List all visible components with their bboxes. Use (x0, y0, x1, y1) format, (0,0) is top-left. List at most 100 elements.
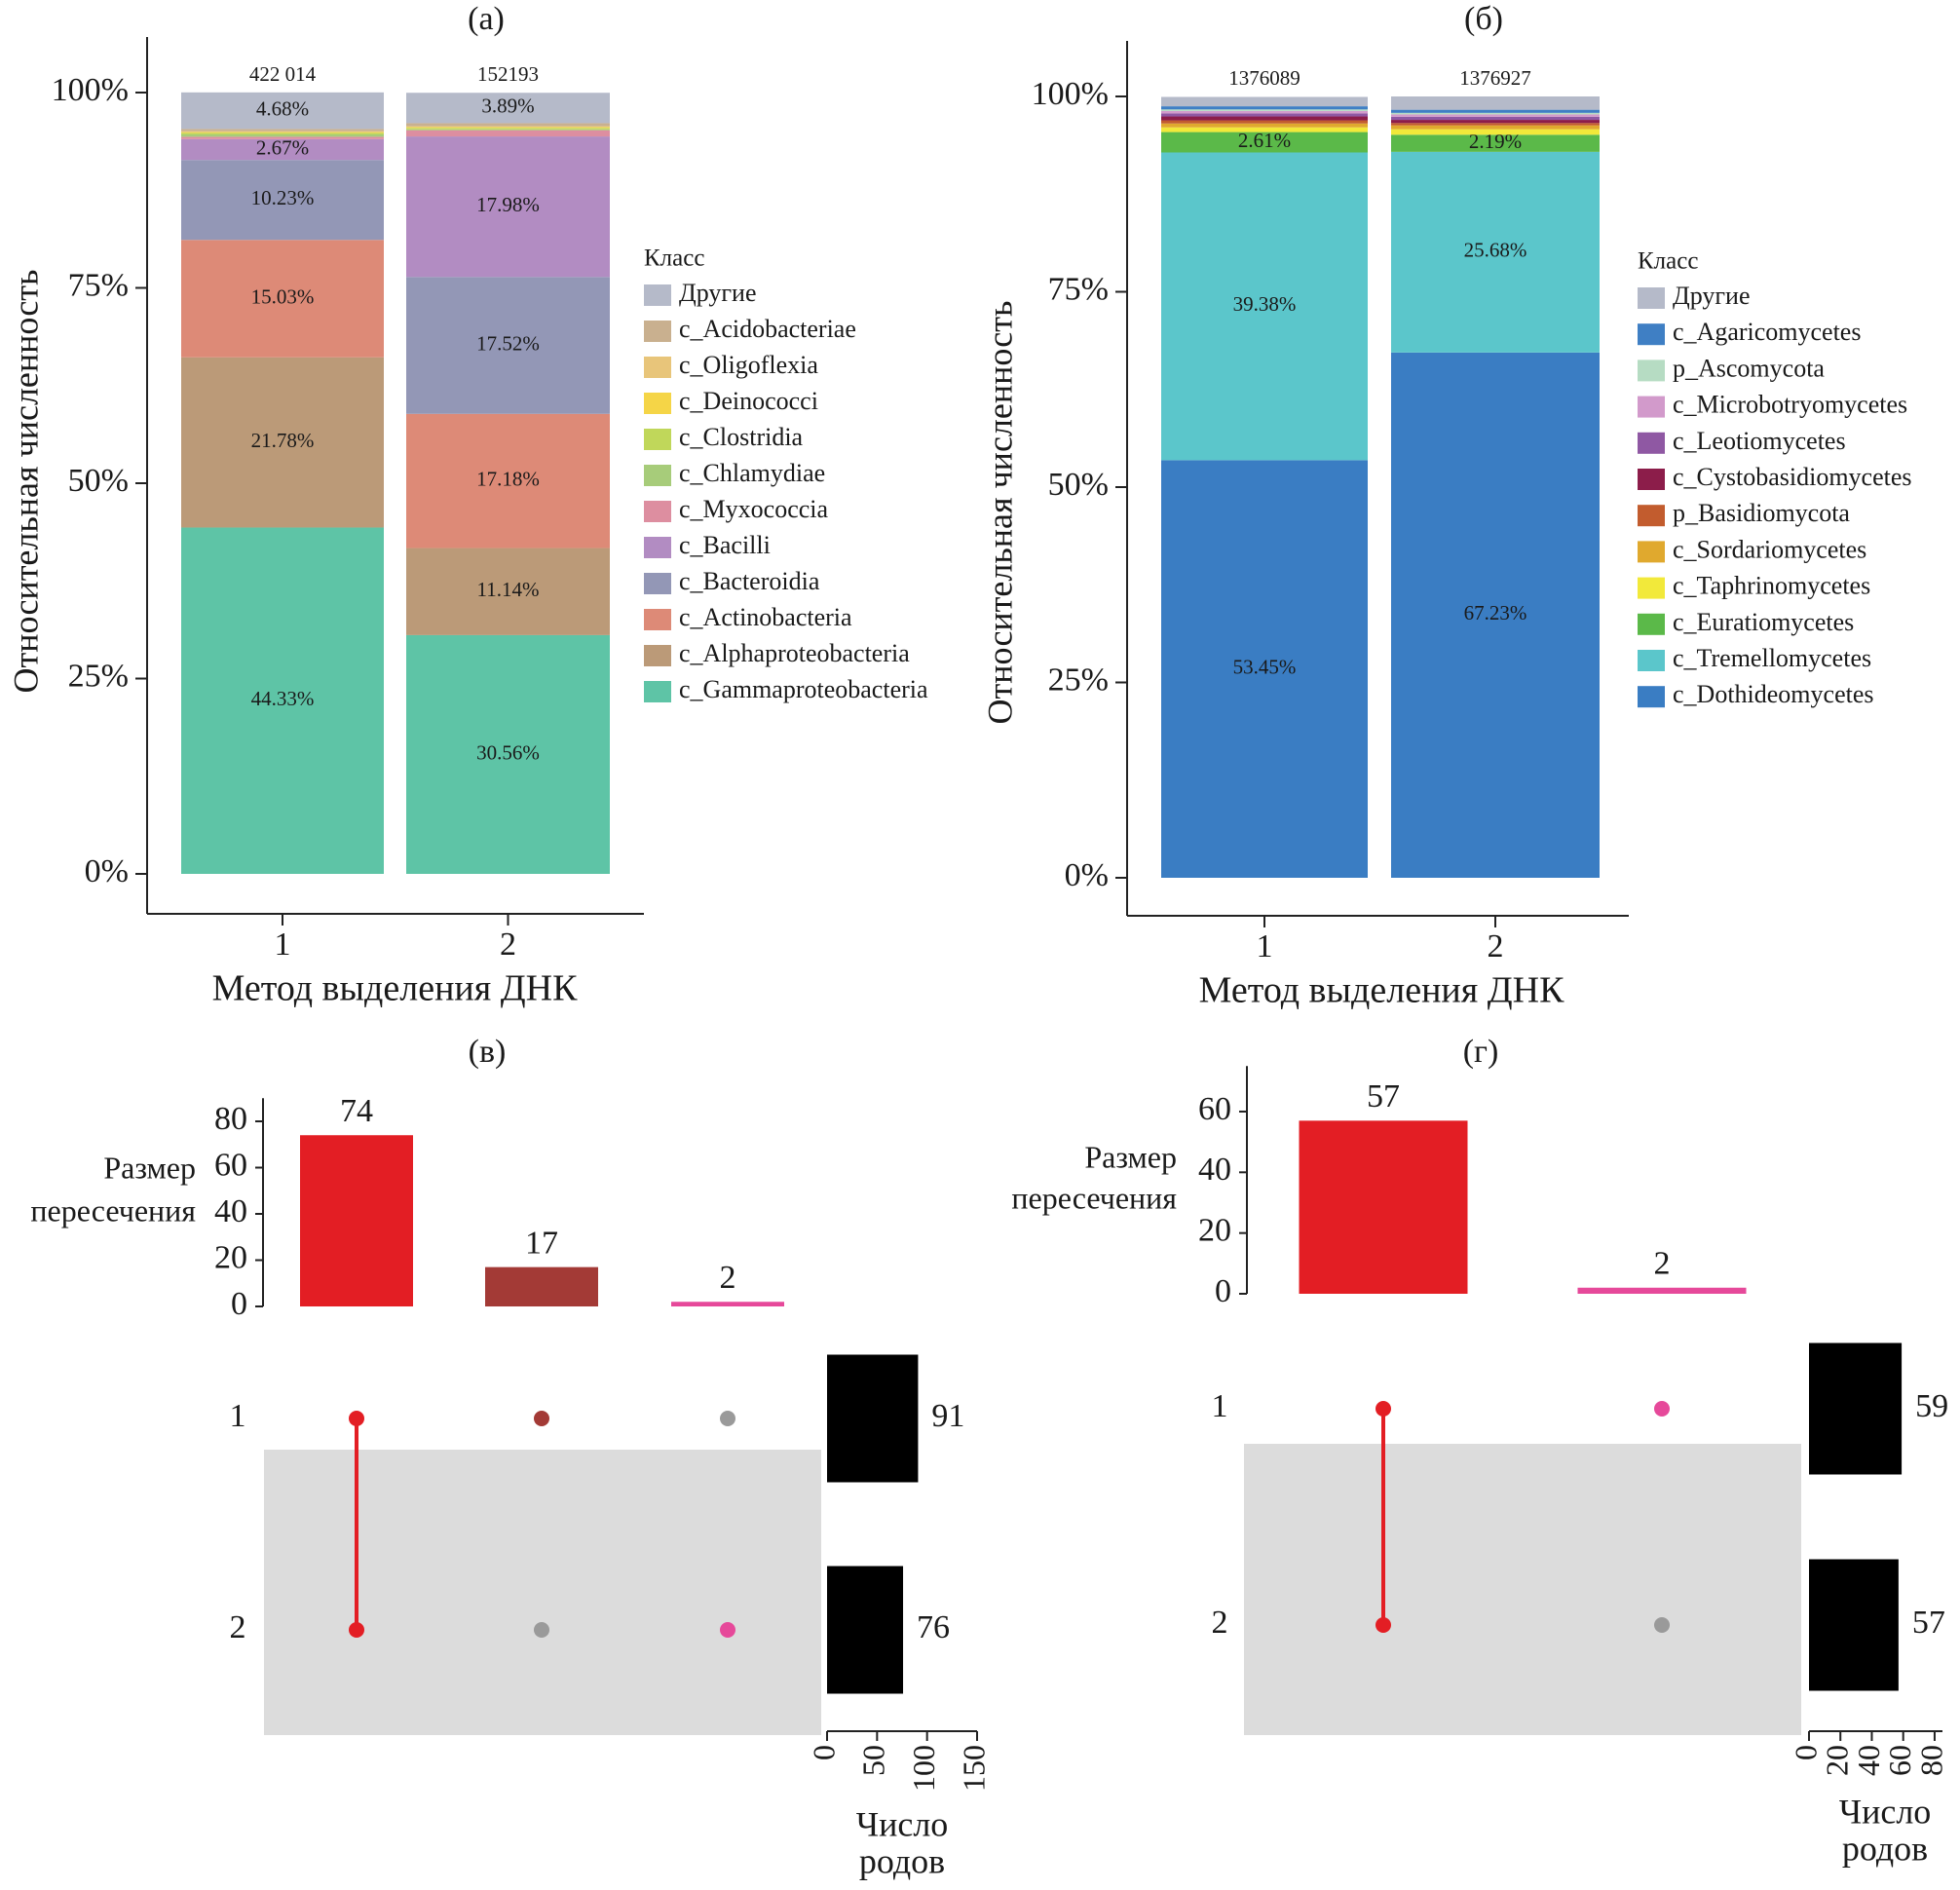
x-tick-label: 80 (1913, 1745, 1948, 1776)
bar-segment (1391, 112, 1600, 115)
x-tick-label: 0 (1788, 1745, 1823, 1760)
y-axis-label: Относительная численность (980, 301, 1019, 725)
bar-segment (181, 357, 384, 528)
legend-swatch (644, 537, 671, 558)
legend-label: c_Actinobacteria (679, 603, 852, 631)
bar-segment (1391, 120, 1600, 124)
legend-swatch (644, 284, 671, 306)
intersection-bar (485, 1266, 598, 1306)
matrix-dot (534, 1411, 549, 1426)
legend-swatch (1638, 686, 1665, 708)
bar-segment (1391, 114, 1600, 117)
bar-segment (1161, 152, 1368, 461)
value-label: 21.78% (251, 429, 315, 452)
bar-total-label: 422 014 (249, 62, 317, 86)
matrix-dot (349, 1622, 364, 1638)
matrix-dot (534, 1622, 549, 1638)
set-size-bar (1809, 1342, 1903, 1475)
value-label: 11.14% (477, 578, 540, 601)
value-label: 25.68% (1464, 239, 1527, 262)
legend-swatch (1638, 323, 1665, 346)
legend-label: Другие (1673, 282, 1751, 310)
legend-swatch (1638, 541, 1665, 563)
x-tick-label: 40 (1851, 1745, 1886, 1776)
value-label: 2.67% (256, 135, 309, 159)
bar-segment (181, 527, 384, 874)
matrix-dot (1654, 1401, 1670, 1417)
y-tick-label: 40 (214, 1193, 247, 1229)
bar-segment (181, 240, 384, 358)
legend-label: c_Euratiomycetes (1673, 608, 1854, 636)
intersection-label: 57 (1367, 1078, 1400, 1115)
x-tick-label: 20 (1820, 1745, 1855, 1776)
legend-swatch (1638, 613, 1665, 635)
bar-total-label: 1376927 (1459, 66, 1531, 90)
set-label: 2 (230, 1609, 246, 1645)
set-label: 2 (1212, 1605, 1228, 1641)
legend-label: p_Ascomycota (1673, 354, 1825, 382)
legend-label: p_Basidiomycota (1673, 499, 1850, 527)
y-tick-label: 0% (1065, 857, 1109, 893)
bar-segment (406, 130, 610, 137)
value-label: 53.45% (1233, 655, 1297, 678)
bar-segment (406, 127, 610, 129)
bar-segment (181, 136, 384, 139)
bar-segment (181, 129, 384, 132)
y-tick-label: 25% (68, 658, 129, 694)
intersection-bar (300, 1135, 413, 1306)
legend-label: c_Leotiomycetes (1673, 427, 1846, 455)
legend-swatch (1638, 469, 1665, 490)
legend-swatch (1638, 287, 1665, 309)
legend-label: c_Tremellomycetes (1673, 644, 1871, 672)
value-label: 44.33% (251, 687, 315, 710)
y-tick-label: 20 (214, 1239, 247, 1275)
y-tick-label: 75% (68, 267, 129, 303)
x-tick-label: 150 (956, 1745, 991, 1792)
bar-segment (1391, 134, 1600, 152)
x-tick-label: 50 (856, 1745, 891, 1776)
x-tick-label: 1 (275, 926, 291, 963)
bar-segment (1391, 123, 1600, 126)
legend-swatch (644, 609, 671, 630)
set-size-label: 59 (1915, 1388, 1948, 1424)
legend-swatch (1638, 359, 1665, 382)
bar-segment (406, 634, 610, 874)
set-label: 1 (1212, 1388, 1228, 1424)
set-size-bar (1809, 1559, 1899, 1691)
x-axis-label: Метод выделения ДНК (1199, 970, 1565, 1011)
bar-segment (1161, 132, 1368, 153)
legend-swatch (644, 321, 671, 342)
bar-segment (406, 123, 610, 127)
x-tick-label: 2 (1488, 928, 1504, 964)
legend-swatch (1638, 432, 1665, 454)
bar-segment (181, 92, 384, 130)
bar-segment (406, 129, 610, 131)
panel-title: (а) (468, 1, 505, 37)
bar-segment (181, 138, 384, 161)
bar-segment (181, 132, 384, 133)
set-size-bar (827, 1354, 919, 1483)
y-axis-label: Размер (103, 1150, 196, 1185)
legend-label: c_Chlamydiae (679, 459, 825, 487)
bar-segment (406, 277, 610, 414)
panel-title: (б) (1464, 1, 1503, 37)
legend-swatch (1638, 650, 1665, 671)
x-tick-label: 100 (906, 1745, 941, 1792)
set-label: 1 (230, 1398, 246, 1434)
bar-segment (1161, 120, 1368, 124)
bar-segment (1161, 116, 1368, 121)
x-axis-label: Число (1839, 1792, 1932, 1831)
bar-segment (1161, 110, 1368, 114)
x-axis-label: родов (1842, 1829, 1928, 1868)
bar-segment (181, 160, 384, 241)
value-label: 17.52% (476, 331, 540, 355)
value-label: 4.68% (256, 96, 309, 120)
x-tick-label: 2 (500, 926, 516, 963)
y-tick-label: 0 (231, 1286, 247, 1322)
set-size-label: 91 (931, 1398, 964, 1434)
y-tick-label: 20 (1198, 1212, 1231, 1248)
value-label: 3.89% (481, 94, 534, 118)
legend-label: c_Dothideomycetes (1673, 680, 1874, 708)
y-tick-label: 25% (1048, 662, 1109, 698)
